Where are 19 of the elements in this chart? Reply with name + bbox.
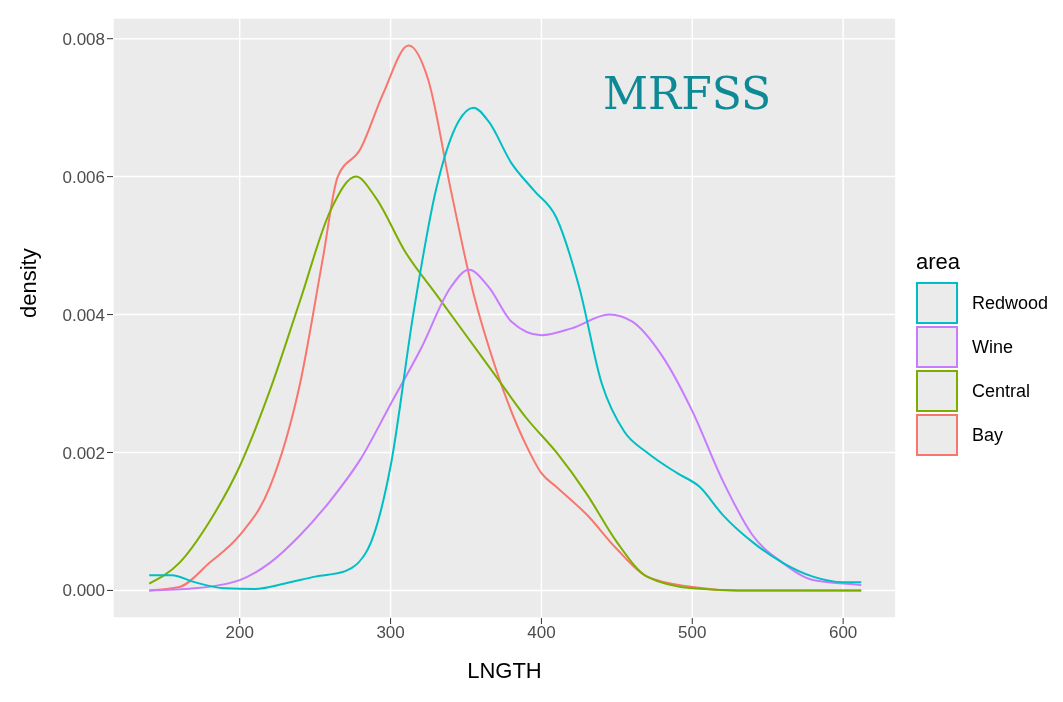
x-tick-label: 300 (376, 623, 405, 643)
legend-label: Redwood (971, 292, 1048, 314)
annotation: MRFSS (603, 68, 772, 119)
legend-label: Wine (971, 336, 1013, 358)
legend-label: Bay (971, 424, 1003, 446)
y-tick-label: 0.002 (62, 443, 105, 463)
y-tick-label: 0.004 (62, 305, 105, 325)
x-tick-label: 400 (527, 623, 556, 643)
x-axis-title: LNGTH (467, 658, 542, 683)
y-tick-label: 0.008 (62, 29, 105, 49)
line-series (148, 268, 863, 592)
y-axis-title: density (15, 248, 41, 318)
y-tick-label: 0.006 (62, 167, 105, 187)
legend-label: Central (971, 380, 1030, 402)
x-tick-label: 200 (225, 623, 254, 643)
x-tick-label: 600 (828, 623, 858, 643)
legend-title: area (915, 249, 961, 275)
y-tick-label: 0.000 (62, 581, 105, 601)
x-tick-label: 500 (678, 623, 707, 643)
